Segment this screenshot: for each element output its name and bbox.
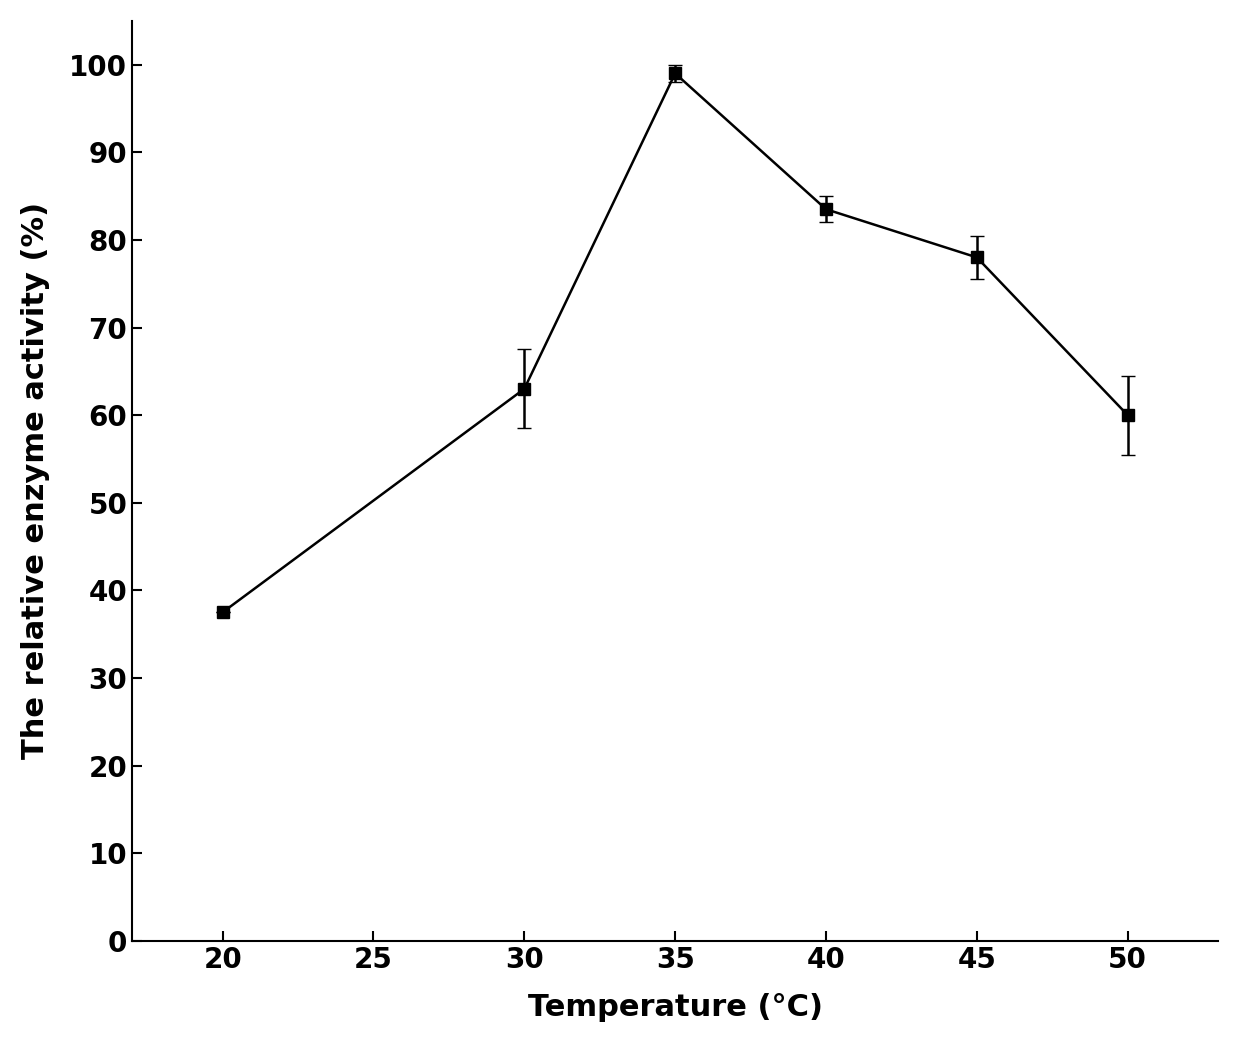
Y-axis label: The relative enzyme activity (%): The relative enzyme activity (%) (21, 202, 50, 759)
X-axis label: Temperature (°C): Temperature (°C) (528, 993, 823, 1022)
